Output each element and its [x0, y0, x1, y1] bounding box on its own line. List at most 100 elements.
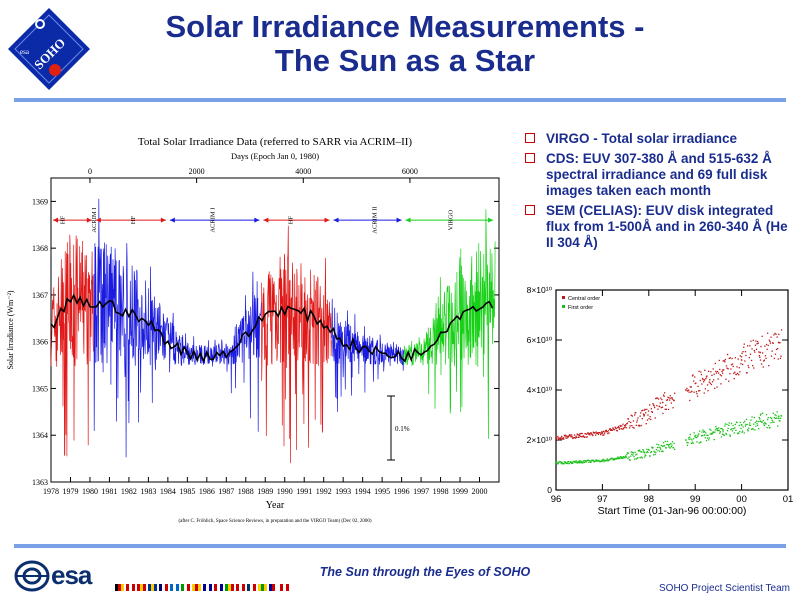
tsi-xtick-label: 2000 [472, 487, 488, 496]
sem-point [780, 355, 782, 357]
sem-point [669, 447, 671, 449]
sem-point [672, 407, 674, 409]
sem-point [758, 355, 760, 357]
sem-point [656, 443, 658, 445]
sem-point [726, 353, 729, 356]
sem-point [665, 404, 667, 406]
tsi-top-tick-label: 6000 [402, 167, 418, 176]
sem-point [572, 462, 574, 464]
sem-point [698, 433, 700, 435]
tsi-xtick-label: 1986 [199, 487, 215, 496]
sem-point [637, 417, 639, 419]
sem-point [595, 431, 597, 433]
sem-point [649, 416, 651, 418]
sem-point [697, 434, 699, 436]
flag-icon [184, 584, 187, 591]
sem-point [705, 432, 707, 434]
bullet-box-icon [525, 153, 535, 163]
sem-point [558, 438, 560, 440]
sem-point [560, 437, 562, 439]
sem-point [738, 424, 740, 427]
flag-icon [162, 584, 165, 591]
tsi-xtick-label: 1982 [121, 487, 137, 496]
sem-point [630, 455, 632, 457]
sem-point [771, 350, 773, 352]
sem-point [690, 438, 692, 440]
sem-point [583, 459, 585, 462]
sem-point [644, 408, 646, 410]
top-divider [14, 98, 786, 102]
sem-point [600, 433, 602, 436]
sem-point [590, 461, 592, 464]
sem-point [628, 421, 630, 423]
sem-point [605, 429, 607, 431]
sem-point [739, 421, 741, 424]
sem-point [616, 430, 618, 432]
sem-point [567, 460, 569, 463]
sem-point [742, 351, 744, 353]
sem-point [629, 425, 631, 427]
sem-point [715, 427, 718, 430]
sem-point [696, 393, 698, 395]
sem-point [566, 462, 568, 465]
sem-point [619, 424, 621, 427]
tsi-xtick-label: 1988 [238, 487, 254, 496]
sem-point [720, 436, 723, 438]
sem-point [716, 386, 718, 388]
tsi-series-blue [93, 198, 262, 458]
sem-point [693, 438, 695, 440]
sem-point [612, 427, 614, 429]
sem-point [731, 357, 733, 360]
sem-point [667, 408, 670, 411]
sem-point [707, 434, 709, 436]
sem-point [602, 430, 605, 432]
sem-point [657, 408, 659, 410]
sem-point [646, 419, 649, 421]
sem-point [669, 395, 671, 397]
sem-point [652, 454, 655, 456]
flag-icon [209, 584, 212, 591]
sem-point [597, 433, 600, 435]
sem-point [654, 406, 656, 409]
tsi-top-axis-label: Days (Epoch Jan 0, 1980) [231, 151, 319, 161]
sem-point [657, 449, 659, 452]
sem-point [695, 382, 697, 384]
sem-point [557, 462, 559, 465]
sem-point [696, 436, 699, 438]
sem-point [576, 436, 578, 439]
sem-xtick-label: 98 [644, 494, 655, 505]
sem-point [671, 441, 674, 443]
sem-point [585, 436, 587, 438]
sem-point [713, 431, 715, 434]
tsi-scale-bar: 0.1% [387, 395, 410, 461]
sem-point [694, 436, 696, 438]
sem-point [732, 365, 734, 368]
sem-point [744, 425, 747, 427]
tsi-xtick-label: 1985 [179, 487, 195, 496]
sem-point-anchor [722, 369, 724, 371]
sem-point [641, 410, 643, 412]
flag-icon [137, 584, 140, 591]
flag-icon [272, 584, 275, 591]
sem-point [649, 455, 651, 457]
flag-icon [203, 584, 206, 591]
sem-point [740, 427, 742, 430]
tsi-xtick-label: 1984 [160, 487, 176, 496]
sem-point [733, 372, 735, 374]
sem-point [634, 451, 636, 453]
sem-point [626, 422, 628, 424]
sem-point [634, 414, 636, 416]
sem-point [734, 371, 736, 373]
sem-point [564, 434, 567, 436]
sem-point [711, 374, 713, 376]
sem-point [559, 438, 562, 440]
tsi-instrument-label: ACRIM I [91, 208, 98, 233]
sem-point [733, 377, 735, 380]
sem-point [759, 359, 762, 361]
bullet-box-icon [525, 133, 535, 143]
flag-icon [151, 584, 154, 591]
sem-point-anchor [740, 359, 743, 361]
sem-point [752, 428, 754, 430]
sem-point [556, 439, 558, 441]
sem-point [689, 386, 691, 388]
